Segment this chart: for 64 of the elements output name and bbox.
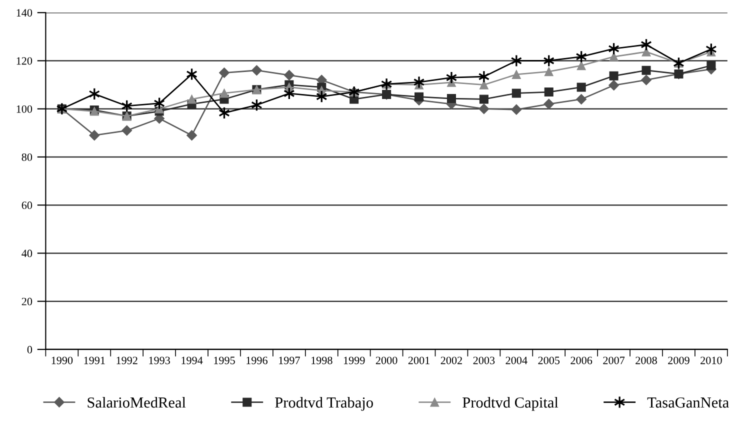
point — [478, 104, 490, 114]
x-tick-label: 2007 — [603, 356, 625, 364]
x-tick-label: 1995 — [214, 356, 235, 364]
point — [576, 94, 587, 104]
y-tick-label: 20 — [22, 298, 32, 306]
x-tick-label: 1998 — [311, 356, 332, 364]
x-tick-label: 2006 — [570, 356, 592, 364]
point — [609, 71, 618, 80]
point — [251, 65, 262, 76]
x-tick-label: 1994 — [182, 356, 203, 364]
x-tick-label: 2001 — [408, 356, 430, 364]
x-tick-label: 1992 — [116, 356, 138, 364]
point — [413, 76, 425, 89]
point — [544, 67, 554, 76]
x-tick-label: 2010 — [700, 356, 722, 364]
point — [511, 104, 522, 115]
x-tick-label: 2009 — [668, 356, 690, 364]
x-tick-label: 1993 — [149, 356, 170, 364]
point — [284, 70, 294, 80]
point — [186, 130, 198, 141]
point — [642, 66, 651, 75]
x-tick-label: 2002 — [440, 356, 462, 364]
point — [512, 70, 521, 79]
x-tick-label: 1996 — [246, 356, 268, 364]
x-tick-label: 1990 — [52, 356, 73, 364]
point — [122, 125, 132, 136]
y-tick-label: 40 — [22, 250, 32, 258]
point — [187, 94, 196, 104]
x-tick-label: 1997 — [279, 356, 300, 364]
point — [89, 130, 100, 141]
x-tick-label: 1999 — [344, 356, 365, 364]
y-tick-label: 120 — [16, 57, 32, 65]
point — [512, 88, 521, 98]
point — [608, 80, 620, 91]
point — [479, 94, 488, 104]
point — [414, 92, 424, 102]
x-tick-label: 2008 — [636, 356, 657, 364]
point — [218, 68, 230, 78]
point — [544, 98, 554, 110]
y-tick-label: 100 — [16, 105, 32, 113]
x-tick-label: 1991 — [84, 356, 105, 364]
x-tick-label: 2003 — [473, 356, 495, 364]
legend-label: SalarioMedReal — [88, 396, 186, 408]
legend-label: TasaGanNeta — [647, 397, 729, 408]
point — [446, 94, 456, 104]
y-tick-label: 60 — [22, 202, 32, 210]
point — [544, 88, 554, 97]
y-tick-label: 140 — [16, 9, 32, 17]
legend-label: Prodtvd Trabajo — [275, 396, 373, 411]
point — [641, 74, 652, 86]
point — [478, 70, 490, 84]
point — [479, 80, 488, 90]
point — [576, 82, 586, 92]
point — [220, 88, 229, 98]
point — [446, 71, 458, 84]
x-tick-label: 2000 — [376, 356, 398, 364]
legend-label: Prodtvd Capital — [462, 396, 558, 411]
point — [576, 61, 586, 70]
y-tick-label: 80 — [22, 153, 32, 161]
x-tick-label: 2005 — [538, 356, 560, 364]
y-tick-label: 0 — [27, 346, 32, 354]
x-tick-label: 2004 — [506, 356, 528, 364]
point — [706, 61, 716, 70]
point — [609, 52, 618, 62]
